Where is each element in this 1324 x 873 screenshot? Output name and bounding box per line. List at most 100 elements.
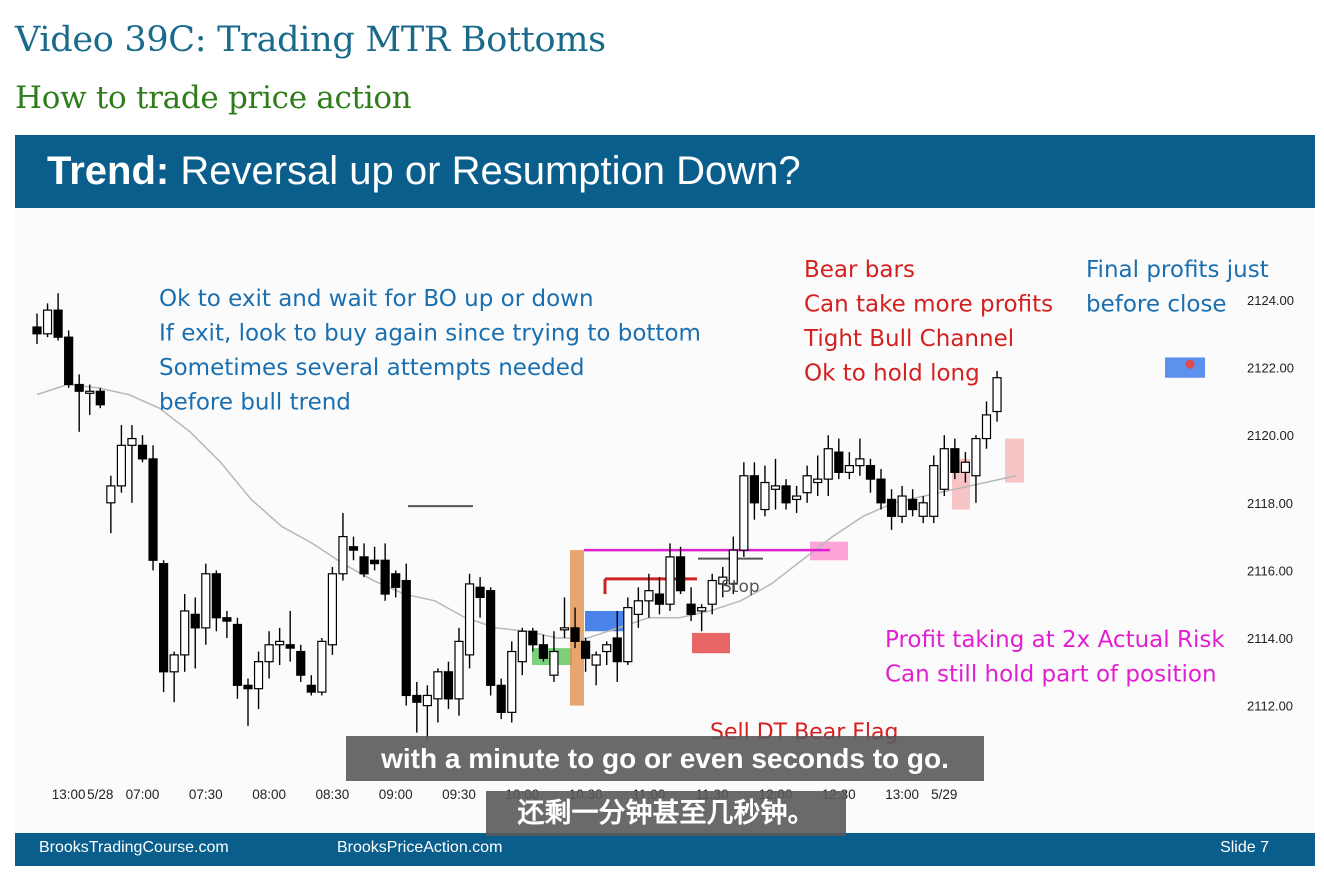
candle [908, 489, 918, 517]
candle-body-bear [359, 556, 369, 575]
candle-body-bull [855, 458, 865, 467]
candle-body-bull [707, 579, 717, 605]
candle-body-bear [306, 684, 316, 693]
candle [602, 641, 612, 666]
candle [32, 313, 42, 344]
candle-body-bull [116, 444, 127, 487]
candle [612, 610, 622, 682]
candle-body-bull [813, 478, 823, 484]
candle-body-bull [338, 536, 348, 575]
candle-body-bear [865, 465, 876, 480]
candle-body-bull [201, 573, 211, 629]
candle [675, 546, 686, 595]
highlight-red-1 [692, 632, 730, 654]
candle-body-bull [802, 475, 812, 494]
candle-body-bull [644, 590, 654, 602]
x-tick-label: 09:00 [379, 787, 413, 802]
candle [359, 543, 369, 578]
x-tick-label: 5/29 [931, 787, 957, 802]
candle [496, 678, 506, 720]
annotation-bear-bars: Bear bars Can take more profits Tight Bull… [803, 257, 1053, 387]
candle [232, 617, 243, 699]
candle-body-bear [496, 684, 506, 713]
candle [528, 627, 538, 652]
y-tick-label: 2122.00 [1247, 361, 1294, 376]
candle-body-bear [908, 498, 918, 511]
candle-body-bear [834, 451, 844, 473]
candle [728, 536, 738, 595]
candle [897, 485, 907, 524]
candle [327, 567, 337, 655]
y-tick-label: 2116.00 [1247, 563, 1293, 578]
candle-body-bull [918, 502, 928, 517]
candle [760, 465, 770, 517]
candle-body-bear [285, 644, 295, 649]
candle [370, 546, 380, 571]
candle-body-bear [686, 603, 696, 615]
candle [348, 536, 359, 561]
candle-body-bull [602, 644, 612, 653]
annotation-bear-bars-line: Ok to hold long [804, 361, 980, 387]
candle [517, 627, 527, 676]
y-tick-label: 2114.00 [1247, 631, 1293, 646]
ema-line [36, 383, 1017, 639]
candle-body-bear [148, 458, 158, 561]
candle [707, 573, 717, 615]
candle [802, 465, 812, 503]
candle-body-bear [190, 613, 200, 629]
highlight-blue-signal [585, 610, 624, 632]
candle [876, 469, 886, 510]
annotation-bear-bars-line: Can take more profits [804, 292, 1053, 318]
candle-body-bear [137, 444, 148, 460]
candle-body-bear [391, 573, 401, 588]
candle-body-bull [317, 640, 327, 693]
video-title: Video 39C: Trading MTR Bottoms [15, 20, 606, 60]
candle [697, 604, 707, 632]
slide-header: Trend: Reversal up or Resumption Down? [15, 135, 1315, 208]
slide-title: Trend: Reversal up or Resumption Down? [47, 149, 801, 194]
y-tick-label: 2112.00 [1247, 699, 1293, 714]
candle [169, 651, 179, 703]
candle-body-bull [971, 437, 981, 477]
candle [53, 293, 63, 341]
candle-body-bull [939, 448, 949, 490]
candle [422, 685, 432, 740]
subtitle-caption-chinese: 还剩一分钟甚至几秒钟。 [486, 791, 846, 836]
annotation-exit-note-line: before bull trend [159, 390, 351, 416]
candle-body-bull [454, 640, 464, 700]
candle [781, 479, 791, 510]
candle-body-bull [718, 576, 728, 585]
candle [791, 485, 802, 513]
candle-body-bull [85, 390, 95, 394]
candle-body-bull [464, 583, 475, 656]
candle [559, 597, 570, 638]
candle-body-bear [159, 563, 169, 673]
candle-body-bear [232, 623, 243, 686]
candle [285, 610, 295, 662]
candle [686, 587, 696, 622]
candle [644, 573, 654, 618]
candle-body-bull [929, 465, 939, 517]
candle-body-bear [675, 556, 686, 592]
annotation-profit-taking-line: Can still hold part of position [885, 662, 1217, 688]
candle [275, 627, 285, 666]
candle-body-bear [538, 644, 549, 659]
candle-body-bear [243, 684, 253, 690]
candle [148, 445, 158, 571]
candle [317, 638, 327, 696]
candle [665, 543, 675, 611]
candle-body-bear [475, 586, 485, 599]
candle-body-bull [106, 485, 116, 504]
candle-body-bear [74, 383, 84, 392]
candle [823, 435, 833, 497]
annotation-profit-taking-line: Profit taking at 2x Actual Risk [885, 627, 1225, 653]
candle [106, 475, 116, 534]
candle-body-bull [728, 549, 738, 585]
candle-body-bull [623, 606, 633, 663]
candle-body-bull [275, 640, 285, 646]
candle [865, 458, 876, 493]
candle-body-bull [327, 573, 337, 646]
candle [981, 401, 992, 449]
candle [939, 435, 949, 497]
candle-body-bull [665, 556, 675, 605]
